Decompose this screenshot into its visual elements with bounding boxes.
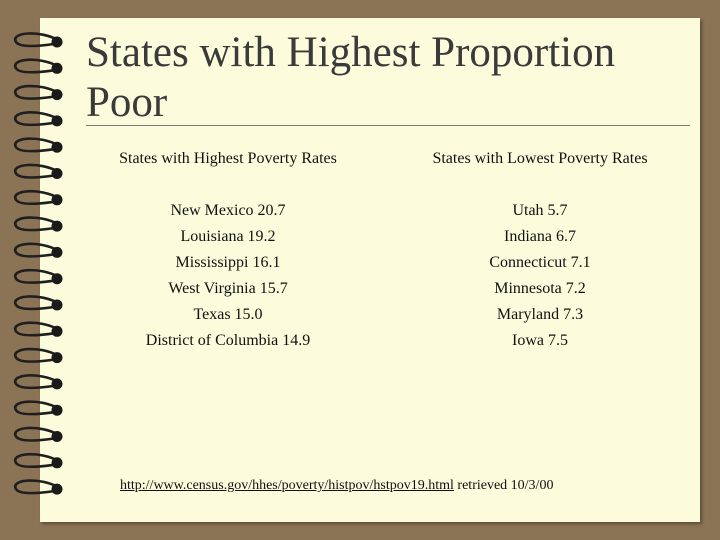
title-divider: [86, 125, 690, 126]
list-item: Connecticut 7.1: [489, 254, 591, 271]
list-item: Louisiana 19.2: [180, 228, 276, 245]
punch-hole: [51, 89, 63, 101]
spiral-ring: [14, 190, 60, 206]
punch-hole: [51, 483, 63, 495]
punch-hole: [51, 62, 63, 74]
list-item: Mississippi 16.1: [175, 254, 281, 271]
list-item: Iowa 7.5: [512, 332, 568, 349]
source-citation: http://www.census.gov/hhes/poverty/histp…: [120, 478, 680, 494]
spiral-ring: [14, 426, 60, 442]
highest-poverty-heading: States with Highest Poverty Rates: [119, 150, 337, 167]
punch-hole: [51, 168, 63, 179]
list-item: Texas 15.0: [193, 306, 263, 323]
punch-hole: [51, 404, 63, 416]
spiral-ring: [14, 84, 60, 100]
punch-hole: [51, 141, 63, 153]
spiral-binding: [14, 32, 63, 495]
spiral-ring: [14, 268, 60, 284]
spiral-ring: [14, 137, 60, 153]
retrieved-date: retrieved 10/3/00: [453, 478, 554, 493]
spiral-ring: [14, 216, 60, 232]
spiral-ring: [14, 32, 60, 48]
lowest-poverty-heading: States with Lowest Poverty Rates: [432, 150, 648, 167]
spiral-ring: [14, 321, 60, 337]
list-item: Minnesota 7.2: [494, 280, 586, 297]
lowest-poverty-column: States with Lowest Poverty Rates Utah 5.…: [405, 146, 675, 354]
punch-hole: [51, 194, 63, 206]
spiral-ring: [14, 400, 60, 416]
list-item: Indiana 6.7: [504, 228, 576, 245]
spiral-ring: [14, 453, 60, 469]
spiral-ring: [14, 242, 60, 258]
punch-hole: [51, 220, 63, 232]
list-item: Maryland 7.3: [496, 306, 584, 323]
lowest-poverty-list: Utah 5.7 Indiana 6.7 Connecticut 7.1 Min…: [405, 198, 675, 354]
notebook-page: [40, 18, 700, 522]
highest-poverty-list: New Mexico 20.7 Louisiana 19.2 Mississip…: [98, 198, 358, 354]
punch-hole: [51, 36, 63, 48]
list-item: West Virginia 15.7: [168, 280, 288, 297]
punch-hole: [51, 299, 63, 311]
punch-hole: [51, 352, 63, 364]
punch-hole: [51, 325, 63, 337]
spiral-ring: [14, 347, 60, 363]
spiral-ring: [14, 163, 60, 179]
punch-hole: [51, 431, 63, 442]
census-source-link[interactable]: http://www.census.gov/hhes/poverty/histp…: [120, 478, 454, 493]
highest-poverty-column: States with Highest Poverty Rates New Me…: [98, 146, 358, 354]
spiral-ring: [14, 58, 60, 74]
punch-hole: [51, 246, 63, 258]
punch-hole: [51, 378, 63, 390]
title-line-2: Poor: [86, 79, 168, 126]
title-line-1: States with Highest Proportion: [86, 29, 616, 76]
punch-hole: [51, 115, 63, 127]
spiral-ring: [14, 111, 60, 127]
spiral-ring: [14, 374, 60, 390]
slide-title: States with Highest Proportion Poor: [86, 28, 696, 128]
spiral-ring: [14, 479, 60, 495]
list-item: District of Columbia 14.9: [145, 332, 311, 349]
spiral-ring: [14, 295, 60, 311]
list-item: New Mexico 20.7: [170, 202, 286, 219]
punch-hole: [51, 273, 63, 285]
list-item: Utah 5.7: [512, 202, 568, 219]
punch-hole: [51, 457, 63, 469]
